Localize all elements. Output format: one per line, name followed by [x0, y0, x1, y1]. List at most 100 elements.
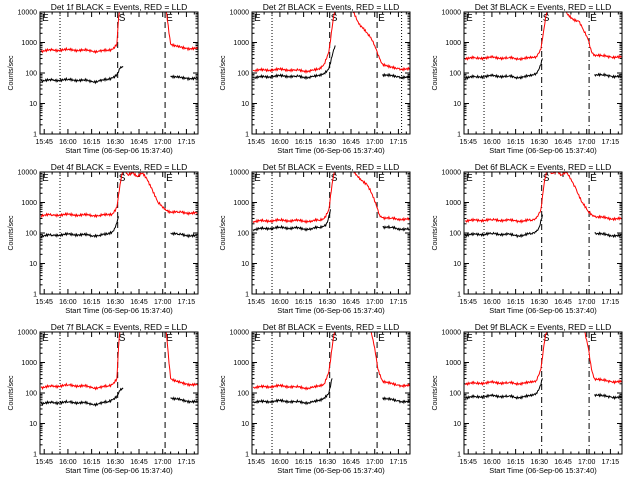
panel-det-8f: Det 8f BLACK = Events, RED = LLD Counts/s…: [220, 322, 411, 475]
x-tick-label: 16:00: [59, 299, 77, 306]
panel-title: Det 5f BLACK = Events, RED = LLD: [263, 162, 400, 172]
series-line-lld: [40, 332, 198, 391]
x-tick-label: 16:30: [107, 299, 125, 306]
x-axis-label: Start Time (06-Sep-06 15:37:40): [489, 146, 597, 155]
panel-det-7f: Det 7f BLACK = Events, RED = LLD Counts/s…: [8, 322, 199, 475]
y-tick-label: 1000: [445, 360, 461, 367]
series-line-events: [253, 45, 410, 81]
x-tick-label: 16:00: [483, 299, 501, 306]
plot-frame: [463, 331, 623, 455]
y-tick-label: 10: [453, 101, 461, 108]
x-tick-label: 16:30: [107, 459, 125, 466]
marker-label: E: [590, 333, 597, 344]
x-tick-label: 17:00: [154, 139, 172, 146]
y-axis-label: Counts/sec: [8, 55, 15, 91]
y-axis-label: Counts/sec: [432, 55, 439, 91]
x-tick-label: 17:00: [154, 459, 172, 466]
x-tick-label: 16:15: [83, 299, 101, 306]
marker-label: E: [166, 333, 173, 344]
y-axis-label: Counts/sec: [432, 215, 439, 251]
x-tick-label: 17:15: [178, 459, 196, 466]
x-tick-label: 15:45: [35, 459, 53, 466]
panel-title: Det 7f BLACK = Events, RED = LLD: [51, 322, 188, 332]
marker-label: E: [466, 173, 473, 184]
marker-label: E: [378, 333, 385, 344]
panel-det-1f: Det 1f BLACK = Events, RED = LLD Counts/s…: [8, 2, 199, 155]
x-tick-label: 16:30: [319, 299, 337, 306]
x-tick-label: 16:45: [554, 139, 572, 146]
series-line-events: [40, 387, 198, 408]
y-tick-label: 1000: [233, 200, 249, 207]
panel-det-4f: Det 4f BLACK = Events, RED = LLD Counts/s…: [8, 162, 199, 315]
x-tick-label: 17:00: [578, 459, 596, 466]
x-tick-label: 16:45: [342, 139, 360, 146]
y-tick-label: 100: [449, 231, 461, 238]
x-axis-label: Start Time (06-Sep-06 15:37:40): [277, 306, 385, 315]
panel-title: Det 4f BLACK = Events, RED = LLD: [51, 162, 188, 172]
x-tick-label: 15:45: [459, 459, 477, 466]
x-axis-label: Start Time (06-Sep-06 15:37:40): [489, 306, 597, 315]
x-tick-label: 17:15: [390, 139, 408, 146]
y-axis-label: Counts/sec: [220, 55, 227, 91]
plot-frame: [39, 331, 199, 455]
y-tick-label: 100: [237, 231, 249, 238]
x-tick-label: 16:15: [295, 299, 313, 306]
x-tick-label: 16:30: [319, 139, 337, 146]
x-tick-label: 16:00: [59, 459, 77, 466]
y-axis-label: Counts/sec: [8, 375, 15, 411]
x-tick-label: 16:30: [319, 459, 337, 466]
panel-det-6f: Det 6f BLACK = Events, RED = LLD Counts/s…: [432, 162, 623, 315]
x-tick-label: 16:00: [271, 299, 289, 306]
x-tick-label: 15:45: [247, 299, 265, 306]
series-line-lld: [252, 172, 410, 224]
marker-label: E: [254, 173, 261, 184]
marker-label: E: [42, 13, 49, 24]
y-tick-label: 1: [33, 292, 37, 299]
panel-det-3f: Det 3f BLACK = Events, RED = LLD Counts/s…: [432, 2, 623, 155]
x-tick-label: 16:45: [342, 299, 360, 306]
x-tick-label: 16:00: [59, 139, 77, 146]
panel-title: Det 9f BLACK = Events, RED = LLD: [475, 322, 612, 332]
x-tick-label: 16:45: [130, 299, 148, 306]
y-tick-label: 100: [449, 71, 461, 78]
panel-det-9f: Det 9f BLACK = Events, RED = LLD Counts/s…: [432, 322, 623, 475]
panel-title: Det 1f BLACK = Events, RED = LLD: [51, 2, 188, 12]
marker-label: S: [331, 173, 338, 184]
marker-label: E: [590, 13, 597, 24]
y-tick-label: 1000: [445, 40, 461, 47]
series-line-events: [40, 216, 198, 239]
panel-title: Det 6f BLACK = Events, RED = LLD: [475, 162, 612, 172]
panel-title: Det 8f BLACK = Events, RED = LLD: [263, 322, 400, 332]
x-tick-label: 16:00: [271, 459, 289, 466]
x-tick-label: 17:00: [366, 139, 384, 146]
y-tick-label: 10: [241, 421, 249, 428]
marker-label: S: [543, 13, 550, 24]
x-axis-label: Start Time (06-Sep-06 15:37:40): [65, 466, 173, 475]
x-tick-label: 16:45: [554, 299, 572, 306]
y-axis-label: Counts/sec: [8, 215, 15, 251]
y-tick-label: 10: [29, 101, 37, 108]
marker-label: E: [254, 333, 261, 344]
x-tick-label: 17:15: [390, 459, 408, 466]
marker-label: E: [378, 173, 385, 184]
x-tick-label: 16:45: [554, 459, 572, 466]
y-tick-label: 100: [237, 71, 249, 78]
marker-label: S: [119, 173, 126, 184]
y-tick-label: 10: [453, 261, 461, 268]
y-tick-label: 1: [245, 132, 249, 139]
x-tick-label: 15:45: [459, 299, 477, 306]
marker-label: E: [466, 13, 473, 24]
x-tick-label: 15:45: [247, 459, 265, 466]
marker-label: E: [42, 333, 49, 344]
series-line-events: [252, 209, 410, 232]
panel-title: Det 3f BLACK = Events, RED = LLD: [475, 2, 612, 12]
x-tick-label: 16:15: [507, 139, 525, 146]
marker-label: E: [166, 173, 173, 184]
y-tick-label: 10000: [18, 170, 38, 177]
x-axis-label: Start Time (06-Sep-06 15:37:40): [489, 466, 597, 475]
y-tick-label: 10000: [230, 330, 250, 337]
y-tick-label: 1000: [445, 200, 461, 207]
y-tick-label: 1: [33, 452, 37, 459]
marker-label: E: [466, 333, 473, 344]
